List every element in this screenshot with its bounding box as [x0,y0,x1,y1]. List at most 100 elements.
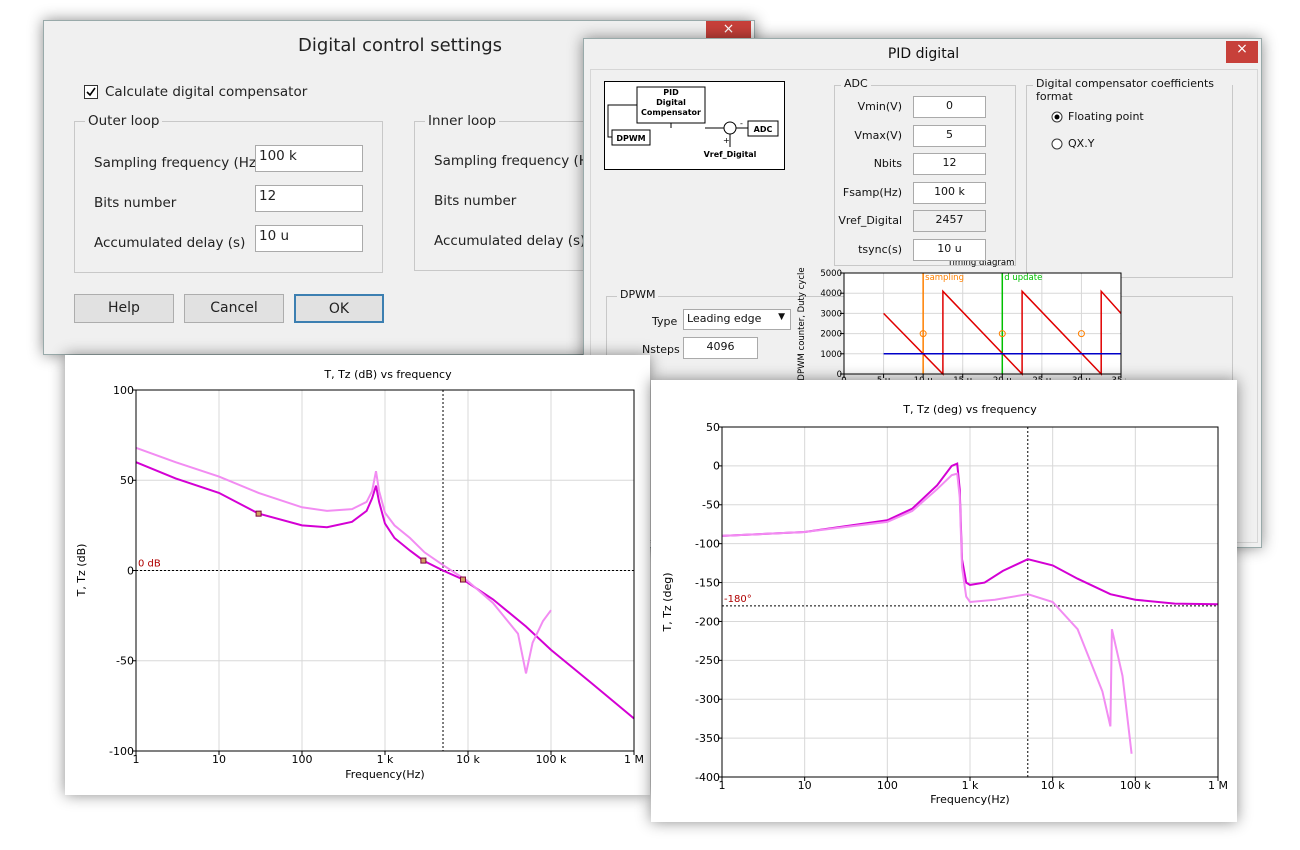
y-tick-label: -300 [695,693,720,706]
diagram-label: Compensator [641,108,701,117]
x-tick-label: 100 [877,779,898,792]
field-label: Vmin(V) [814,100,902,113]
diagram-sign: - [740,119,743,128]
text-input: 2457 [913,210,986,232]
field-label: Vref_Digital [814,214,902,227]
chart-title: T, Tz (dB) vs frequency [323,368,452,381]
field-label: tsync(s) [814,243,902,256]
field-label: Bits number [94,195,176,211]
plot-area [844,273,1121,374]
y-axis-label: T, Tz (dB) [75,544,88,598]
outer-loop-group: Outer loop Sampling frequency (Hz) Bits … [74,121,383,273]
y-tick-label: 1000 [820,350,842,360]
dropdown-value: Leading edge [687,312,761,325]
y-tick-label: -100 [695,538,720,551]
ok-button[interactable]: OK [294,294,384,323]
help-button[interactable]: Help [74,294,174,323]
x-tick-label: 100 k [536,753,567,766]
marker [460,577,465,582]
marker [421,558,426,563]
y-tick-label: 100 [113,384,134,397]
timing-chart: 01000200030004000500005 u10 u15 u20 u25 … [796,259,1126,389]
reference-label: -180° [724,594,752,605]
group-title: Outer loop [85,113,162,129]
y-tick-label: 50 [120,474,134,487]
y-tick-label: 5000 [820,269,842,279]
x-tick-label: 100 [292,753,313,766]
field-label: Sampling frequency (Hz) [434,153,601,169]
text-input[interactable]: 12 [255,185,363,212]
y-tick-label: -350 [695,732,720,745]
diagram-sign: + [723,136,730,145]
field-label: Accumulated delay (s) [94,235,245,251]
button-label: Cancel [210,300,257,316]
chart-title: T, Tz (deg) vs frequency [902,403,1037,416]
x-tick-label: 1 [719,779,726,792]
y-tick-label: 2000 [820,330,842,340]
reference-label: d update [1004,273,1042,283]
format-group: Digital compensator coefficients format … [1026,85,1233,278]
text-input[interactable]: 100 k [913,182,986,204]
y-tick-label: -400 [695,771,720,784]
field-label: Fsamp(Hz) [814,186,902,199]
x-tick-label: 1 [133,753,140,766]
x-tick-label: 1 k [962,779,979,792]
phase-window: -400-350-300-250-200-150-100-50050110100… [651,380,1237,822]
diagram-label: DPWM [616,134,645,143]
text-input[interactable]: 5 [913,125,986,147]
marker [256,511,261,516]
text-input[interactable]: 100 k [255,145,363,172]
cancel-button[interactable]: Cancel [184,294,284,323]
text-input[interactable]: 0 [913,96,986,118]
y-tick-label: -50 [702,499,720,512]
close-button[interactable]: × [1226,41,1258,63]
y-tick-label: 3000 [820,309,842,319]
radio-label: Floating point [1068,110,1144,123]
y-tick-label: -50 [116,655,134,668]
y-tick-label: -200 [695,615,720,628]
x-tick-label: 10 k [456,753,480,766]
button-label: Help [108,300,140,316]
group-title: Digital compensator coefficients format [1033,77,1232,103]
x-tick-label: 10 k [1041,779,1065,792]
diagram-label: ADC [754,125,773,134]
y-tick-label: -250 [695,654,720,667]
field-label: Vmax(V) [814,129,902,142]
text-input[interactable]: 10 u [255,225,363,252]
y-tick-label: -150 [695,576,720,589]
checkbox-label: Calculate digital compensator [105,84,307,100]
dialog-title: PID digital [584,46,1263,62]
y-axis-label: T, Tz (deg) [661,572,674,632]
magnitude-chart: -100-500501001101001 k10 k100 k1 M0 dBT,… [65,355,650,795]
text-input[interactable]: 4096 [683,337,758,359]
checkbox[interactable] [84,85,98,99]
field-label: Accumulated delay (s) [434,233,585,249]
x-tick-label: 1 k [377,753,394,766]
field-label: Sampling frequency (Hz) [94,155,261,171]
text-input[interactable]: 12 [913,153,986,175]
magnitude-window: -100-500501001101001 k10 k100 k1 M0 dBT,… [65,355,650,795]
radio-button[interactable] [1051,138,1063,150]
block-diagram: PID Digital Compensator DPWM ADC Vref_Di… [604,81,785,170]
x-tick-label: 10 [798,779,812,792]
group-title: DPWM [617,288,658,301]
field-label: Nbits [814,157,902,170]
group-title: ADC [841,77,871,90]
x-axis-label: Frequency(Hz) [930,793,1009,806]
button-label: OK [329,301,349,317]
x-tick-label: 10 [212,753,226,766]
y-tick-label: 0 [127,564,134,577]
diagram-label: PID [663,88,679,97]
text-input[interactable]: 10 u [913,239,986,261]
reference-label: sampling [925,273,964,283]
group-title: Inner loop [425,113,499,129]
y-tick-label: 50 [706,421,720,434]
reference-label: 0 dB [138,559,161,570]
dropdown[interactable]: Leading edge▼ [683,309,791,330]
x-tick-label: 1 M [1208,779,1228,792]
field-label: Bits number [434,193,516,209]
radio-button[interactable] [1051,111,1063,123]
y-tick-label: -100 [109,745,134,758]
x-axis-label: Frequency(Hz) [345,768,424,781]
